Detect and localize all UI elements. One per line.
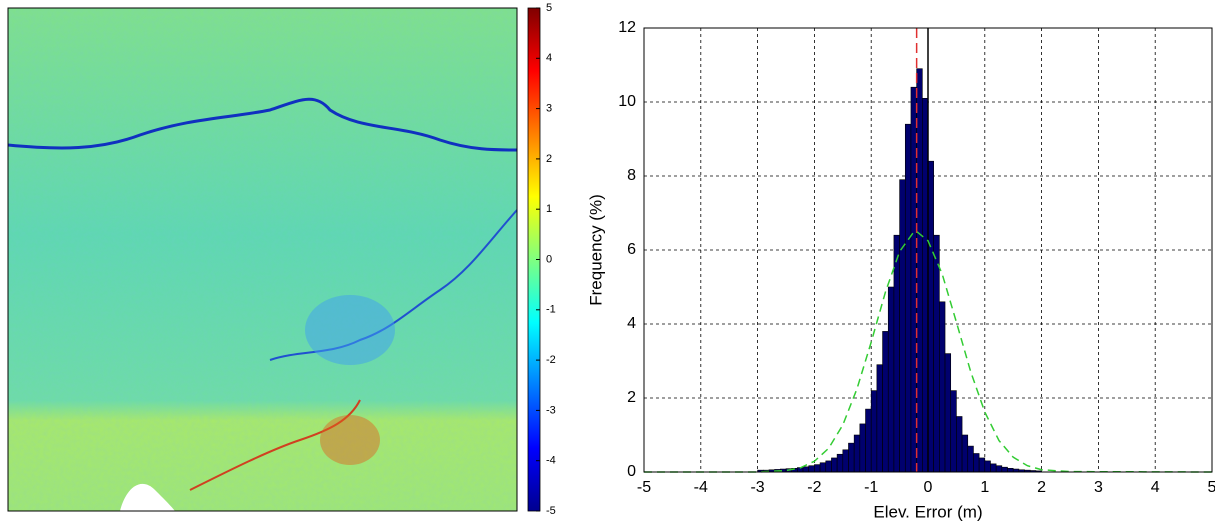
bar: [859, 423, 866, 473]
hot-area: [320, 415, 380, 465]
bar: [865, 408, 872, 473]
y-tick-label: 4: [627, 315, 636, 332]
y-tick-label: 2: [627, 389, 636, 406]
bar: [819, 462, 827, 473]
x-tick-label: 1: [980, 479, 989, 496]
plot-frame: [643, 27, 1213, 473]
x-tick-label: -3: [750, 479, 764, 496]
histogram: Frequency (%) Elev. Error (m) 024681012-…: [586, 19, 1215, 521]
map-texture: [8, 8, 517, 511]
bar: [939, 301, 946, 473]
y-tick-label: 0: [627, 463, 636, 480]
bar: [825, 460, 832, 473]
colorbar-tick-label: -4: [546, 455, 556, 467]
colorbar-tick-label: -2: [546, 354, 556, 366]
bar: [973, 453, 980, 473]
bar: [956, 416, 963, 473]
bar: [882, 331, 889, 473]
y-tick-label: 6: [627, 241, 636, 258]
x-tick-label: 2: [1037, 479, 1046, 496]
colorbar-tick-label: 1: [546, 203, 552, 215]
bar: [842, 449, 849, 473]
bar: [990, 463, 997, 473]
bar: [893, 234, 900, 473]
river: [8, 97, 517, 152]
bar: [1001, 466, 1008, 473]
map-frame: [7, 7, 518, 512]
bar: [984, 460, 991, 473]
bar: [1007, 467, 1014, 473]
x-tick-label: -2: [807, 479, 821, 496]
bar: [887, 286, 895, 473]
colorbar-tick-label: 5: [546, 2, 552, 14]
colorbar-tick-label: -3: [546, 404, 556, 416]
x-tick-label: -1: [864, 479, 878, 496]
bar: [950, 390, 957, 473]
x-tick-label: 0: [924, 479, 933, 496]
river: [189, 399, 361, 491]
bar: [876, 364, 883, 473]
bar: [927, 160, 934, 473]
bar: [831, 457, 838, 473]
bar: [808, 465, 815, 473]
y-tick-label: 8: [627, 167, 636, 184]
y-tick-label: 12: [618, 19, 636, 36]
colorbar: -5 -4 -3 -2 -1 0 1 2 3 4 5: [527, 2, 556, 517]
bar: [944, 353, 952, 473]
colorbar-tick-label: 2: [546, 153, 552, 165]
bar: [836, 453, 844, 473]
colorbar-tick-label: -1: [546, 304, 556, 316]
x-tick-label: 4: [1151, 479, 1160, 496]
bar: [853, 434, 861, 473]
x-tick-label: 3: [1094, 479, 1103, 496]
bar: [904, 123, 912, 473]
bar: [910, 86, 917, 473]
x-axis-label: Elev. Error (m): [873, 502, 982, 521]
x-tick-label: 5: [1208, 479, 1215, 496]
colorbar-tick-label: -5: [546, 505, 556, 517]
colorbar-tick-label: 0: [546, 253, 552, 265]
colorbar-tick-label: 4: [546, 52, 552, 64]
bar: [870, 390, 878, 473]
y-tick-label: 10: [618, 93, 636, 110]
bar: [922, 98, 929, 473]
bar: [995, 465, 1003, 473]
bar: [848, 442, 855, 473]
bar: [967, 445, 974, 473]
map: [8, 8, 517, 511]
x-tick-label: -4: [694, 479, 708, 496]
y-axis-label: Frequency (%): [586, 194, 605, 305]
bar: [978, 457, 986, 473]
colorbar-tick-label: 3: [546, 103, 552, 115]
bar: [916, 68, 923, 473]
bar: [933, 234, 940, 473]
bar: [961, 434, 969, 473]
no-data: [120, 483, 175, 511]
fit-curve: [644, 230, 1213, 473]
bar: [814, 464, 821, 473]
bar: [899, 179, 906, 473]
bar: [802, 466, 810, 473]
lake-area: [305, 295, 395, 365]
x-tick-label: -5: [637, 479, 651, 496]
